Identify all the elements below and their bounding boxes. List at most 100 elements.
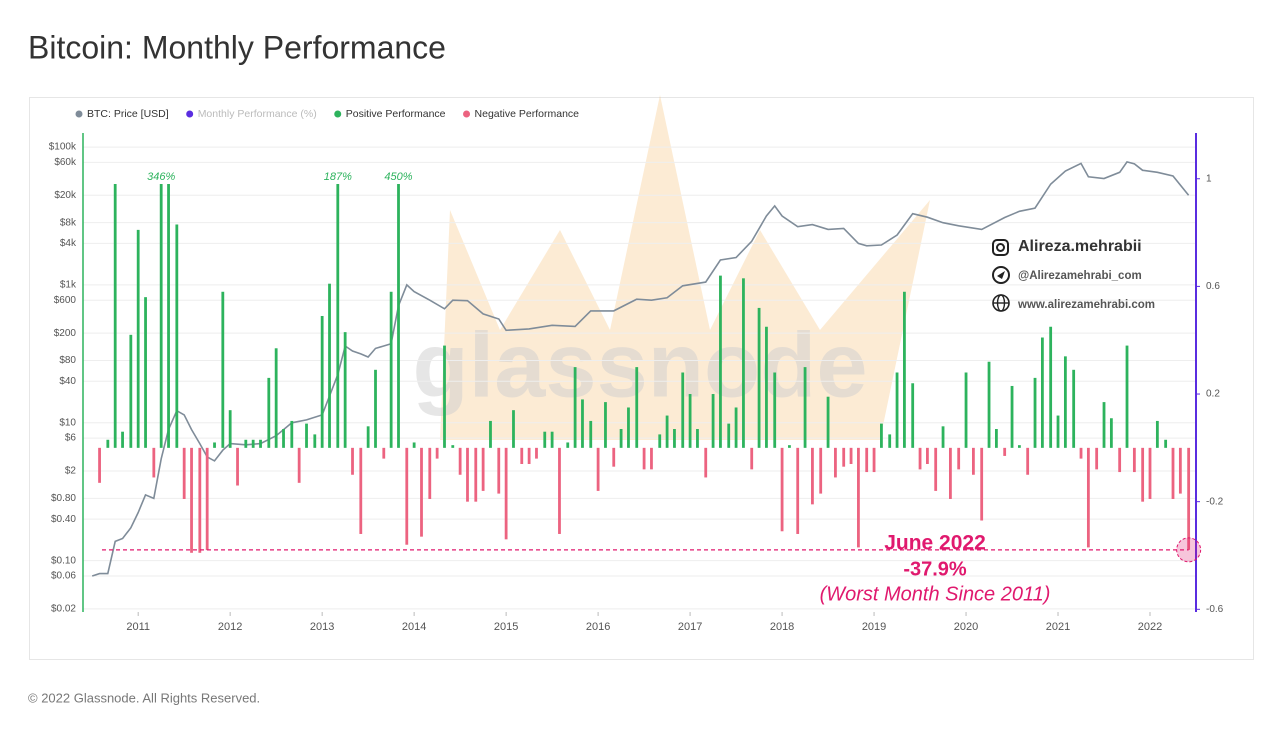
legend-label: Negative Performance [475, 108, 580, 120]
negative-bar [1026, 447, 1030, 475]
x-tick-label: 2019 [862, 621, 886, 633]
positive-bar [619, 429, 623, 448]
negative-bar [1187, 447, 1191, 550]
negative-bar [612, 447, 616, 467]
negative-bar [1095, 447, 1099, 470]
negative-bar [359, 447, 363, 534]
positive-bar [1056, 415, 1060, 448]
negative-bar [1086, 447, 1090, 548]
negative-bar [98, 447, 101, 483]
positive-bar [1033, 377, 1037, 448]
positive-bar [658, 434, 662, 448]
negative-bar [527, 447, 531, 464]
negative-bar [297, 447, 301, 483]
negative-bar [926, 447, 929, 464]
positive-bar [1010, 385, 1014, 448]
positive-bar [451, 445, 455, 448]
negative-bar [704, 447, 708, 478]
negative-bar [351, 447, 354, 475]
negative-bar [428, 447, 432, 499]
negative-bar [849, 447, 853, 464]
x-tick-label: 2015 [494, 621, 518, 633]
positive-bar [688, 394, 692, 448]
footer: © 2022 Glassnode. All Rights Reserved. [28, 690, 260, 705]
negative-bar [934, 447, 938, 491]
positive-bar [113, 184, 117, 448]
negative-bar [405, 447, 409, 545]
value-label: 450% [384, 171, 412, 183]
positive-bar [635, 367, 639, 448]
negative-bar [857, 447, 860, 548]
positive-bar [244, 439, 248, 448]
positive-bar [604, 402, 607, 448]
positive-bar [489, 420, 492, 448]
negative-bar [811, 447, 814, 505]
positive-bar [1109, 418, 1113, 448]
positive-bar [389, 291, 393, 448]
negative-bar [435, 447, 439, 459]
positive-bar [106, 439, 110, 448]
plot [83, 146, 1196, 610]
positive-bar [964, 372, 968, 448]
positive-bar [167, 184, 170, 448]
watermark [440, 95, 930, 440]
x-tick-label: 2018 [770, 621, 794, 633]
positive-bar [343, 332, 347, 448]
positive-bar [696, 429, 699, 448]
negative-bar [834, 447, 837, 478]
y-tick-label: $20k [54, 190, 77, 201]
positive-bar [267, 377, 271, 448]
negative-bar [819, 447, 823, 494]
negative-bar [957, 447, 961, 470]
y-tick-label: $4k [60, 238, 77, 249]
positive-bar [788, 445, 791, 448]
negative-bar [1178, 447, 1182, 494]
x-tick-label: 2014 [402, 621, 426, 633]
negative-bar [190, 447, 193, 553]
positive-bar [673, 429, 676, 448]
positive-bar [159, 184, 163, 448]
positive-bar [1063, 356, 1067, 448]
negative-bar [865, 447, 869, 473]
positive-bar [880, 423, 883, 448]
negative-bar [481, 447, 485, 491]
negative-bar [558, 447, 561, 534]
positive-bar [765, 326, 768, 448]
watermark-text: glassnode [412, 314, 867, 416]
value-label: 187% [324, 171, 352, 183]
x-tick-label: 2021 [1046, 621, 1070, 633]
positive-bar [773, 372, 777, 448]
negative-bar [1003, 447, 1007, 456]
negative-bar [642, 447, 646, 470]
positive-bar [320, 315, 324, 448]
negative-bar [872, 447, 876, 473]
legend-marker [463, 110, 471, 118]
positive-bar [259, 439, 262, 448]
positive-bar [175, 224, 179, 448]
legend-label: BTC: Price [USD] [87, 108, 169, 120]
negative-bar [596, 447, 600, 491]
highlight-marker [1176, 537, 1202, 563]
positive-bar [803, 367, 807, 448]
overlay-text: www.alirezamehrabi.com [1017, 299, 1155, 311]
positive-bar [550, 431, 554, 448]
positive-bar [282, 429, 285, 448]
y-tick-label: $10 [59, 417, 76, 428]
chart-title: Bitcoin: Monthly Performance [28, 29, 446, 65]
negative-bar [650, 447, 653, 470]
positive-bar [412, 442, 416, 448]
negative-bar [842, 447, 846, 467]
negative-bar [1118, 447, 1122, 473]
negative-bar [474, 447, 478, 502]
positive-bar [987, 361, 991, 448]
negative-bar [796, 447, 800, 534]
positive-bar [1164, 439, 1168, 448]
positive-bar [589, 420, 593, 448]
y-tick-label: $0.80 [51, 493, 76, 504]
positive-bar [573, 367, 577, 448]
positive-bar [734, 407, 738, 448]
positive-bar [711, 394, 715, 448]
positive-bar [290, 420, 294, 448]
